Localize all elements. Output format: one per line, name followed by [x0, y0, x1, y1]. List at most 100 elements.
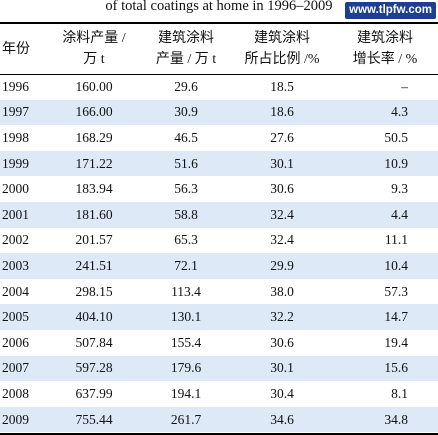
cell-year: 2007	[0, 355, 48, 382]
cell-year: 2002	[2, 232, 29, 248]
cell-coatings: 201.57	[75, 232, 113, 248]
cell-growth: 10.4	[332, 253, 438, 279]
header-line: 建筑涂料	[158, 31, 214, 46]
cell-ratio: 32.4	[232, 201, 332, 228]
cell-ratio: 30.4	[270, 385, 294, 401]
header-coatings-output: 涂料产量 / 万 t	[48, 24, 140, 74]
cell-ratio: 30.1	[232, 355, 332, 382]
cell-coatings: 298.15	[75, 283, 113, 299]
cell-ratio: 27.6	[270, 129, 294, 145]
cell-growth: –	[401, 78, 408, 94]
cell-year: 2003	[0, 253, 48, 279]
cell-coatings: 183.94	[75, 181, 113, 197]
cell-year: 2004	[2, 283, 29, 299]
header-row: 年份 涂料产量 / 万 t 建筑涂料 产量 / 万 t 建筑涂料 所占比例 /%…	[0, 24, 438, 74]
header-line: 所占比例 /%	[244, 52, 320, 67]
cell-coatings: 181.60	[48, 201, 140, 228]
header-year: 年份	[2, 41, 30, 57]
watermark-logo: www.tlpfw.com	[345, 2, 436, 19]
table-row: 2004 298.15 113.4 38.0 57.3	[0, 279, 438, 305]
table-body: 1996 160.00 29.6 18.5 – 1997 166.00 30.9 18.6 4.3…	[0, 74, 438, 433]
cell-arch: 29.6	[174, 78, 198, 94]
table-row: 1997 166.00 30.9 18.6 4.3	[0, 99, 438, 126]
cell-arch: 58.8	[140, 201, 232, 228]
cell-coatings: 171.22	[48, 150, 140, 177]
cell-arch: 113.4	[171, 283, 201, 299]
bottom-rule	[0, 433, 438, 435]
cell-year: 1997	[0, 99, 48, 126]
cell-arch: 261.7	[140, 406, 232, 433]
cell-ratio: 34.6	[232, 406, 332, 433]
cell-growth: 15.6	[332, 355, 438, 382]
cell-ratio: 38.0	[270, 283, 294, 299]
header-arch-output: 建筑涂料 产量 / 万 t	[140, 24, 232, 74]
cell-growth: 50.5	[384, 129, 408, 145]
cell-coatings: 166.00	[48, 99, 140, 126]
cell-ratio: 30.1	[232, 150, 332, 177]
cell-growth: 34.8	[332, 406, 438, 433]
cell-growth: 14.7	[332, 304, 438, 330]
cell-arch: 30.9	[140, 99, 232, 126]
table-row: 2006 507.84 155.4 30.6 19.4	[0, 330, 438, 356]
cell-arch: 194.1	[170, 385, 202, 401]
cell-ratio: 30.6	[270, 334, 294, 350]
cell-arch: 72.1	[140, 253, 232, 279]
cell-year: 2009	[0, 406, 48, 433]
cell-year: 2008	[2, 385, 29, 401]
cell-arch: 130.1	[140, 304, 232, 330]
header-arch-ratio: 建筑涂料 所占比例 /%	[232, 24, 332, 74]
cell-coatings: 160.00	[75, 78, 113, 94]
table-row: 2007 597.28 179.6 30.1 15.6	[0, 355, 438, 382]
table-caption: of total coatings at home in 1996–2009	[105, 0, 333, 14]
cell-year: 2000	[2, 181, 29, 197]
cell-growth: 10.9	[332, 150, 438, 177]
cell-year: 2005	[0, 304, 48, 330]
table-row: 2001 181.60 58.8 32.4 4.4	[0, 201, 438, 228]
cell-year: 1998	[2, 129, 29, 145]
header-line: 建筑涂料	[357, 31, 413, 46]
header-line: 增长率 / %	[352, 52, 418, 67]
header-line: 涂料产量 /	[62, 31, 126, 46]
cell-year: 1996	[2, 78, 29, 94]
cell-growth: 8.1	[391, 385, 408, 401]
cell-growth: 4.4	[332, 201, 438, 228]
cell-coatings: 404.10	[48, 304, 140, 330]
cell-coatings: 168.29	[75, 129, 113, 145]
cell-year: 2006	[2, 334, 29, 350]
cell-ratio: 30.6	[270, 181, 294, 197]
cell-year: 1999	[0, 150, 48, 177]
table-row: 2002 201.57 65.3 32.4 11.1	[0, 228, 438, 254]
cell-arch: 155.4	[170, 334, 202, 350]
cell-arch: 51.6	[140, 150, 232, 177]
cell-growth: 57.3	[384, 283, 408, 299]
header-line: 建筑涂料	[254, 31, 310, 46]
table-row: 2008 637.99 194.1 30.4 8.1	[0, 381, 438, 407]
header-line: 产量 / 万 t	[155, 52, 217, 67]
header-line: 万 t	[83, 52, 105, 67]
cell-ratio: 32.2	[232, 304, 332, 330]
cell-growth: 9.3	[391, 181, 408, 197]
header-rule	[0, 74, 438, 75]
cell-ratio: 18.5	[270, 78, 294, 94]
table-row: 2005 404.10 130.1 32.2 14.7	[0, 304, 438, 330]
table-row: 2000 183.94 56.3 30.6 9.3	[0, 176, 438, 202]
cell-coatings: 597.28	[48, 355, 140, 382]
cell-coatings: 241.51	[48, 253, 140, 279]
cell-year: 2001	[0, 201, 48, 228]
cell-coatings: 637.99	[75, 385, 113, 401]
top-rule	[0, 22, 438, 24]
header-arch-growth: 建筑涂料 增长率 / %	[332, 24, 438, 74]
cell-ratio: 32.4	[270, 232, 294, 248]
table-row: 1996 160.00 29.6 18.5 –	[0, 74, 438, 100]
cell-growth: 4.3	[332, 99, 438, 126]
cell-ratio: 29.9	[232, 253, 332, 279]
cell-ratio: 18.6	[232, 99, 332, 126]
table-row: 1999 171.22 51.6 30.1 10.9	[0, 150, 438, 177]
table-row: 2003 241.51 72.1 29.9 10.4	[0, 253, 438, 279]
cell-arch: 46.5	[174, 129, 198, 145]
cell-arch: 65.3	[174, 232, 198, 248]
coatings-table: 年份 涂料产量 / 万 t 建筑涂料 产量 / 万 t 建筑涂料 所占比例 /%…	[0, 24, 438, 433]
cell-growth: 19.4	[384, 334, 408, 350]
cell-growth: 11.1	[384, 232, 408, 248]
cell-arch: 179.6	[140, 355, 232, 382]
